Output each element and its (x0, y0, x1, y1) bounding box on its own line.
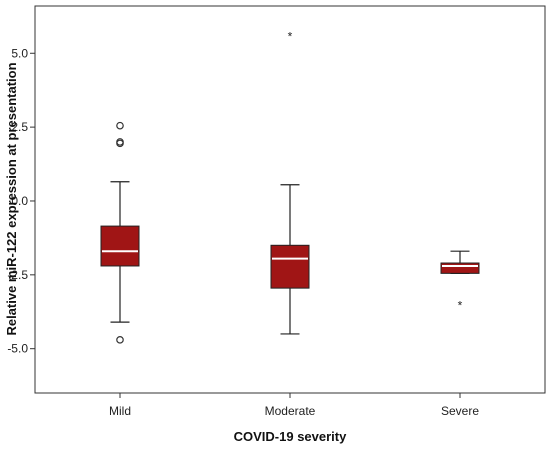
box-moderate: * (270, 30, 310, 335)
x-tick-label: Severe (441, 404, 479, 418)
y-tick-label: -2.5 (7, 268, 28, 282)
y-tick-label: 0.0 (11, 194, 28, 208)
y-tick-label: 5.0 (11, 46, 28, 60)
y-tick-label: 2.5 (11, 120, 28, 134)
outlier-point (116, 121, 124, 130)
y-tick-label: -5.0 (7, 342, 28, 356)
x-axis-title: COVID-19 severity (234, 429, 347, 444)
y-axis-title: Relative miR-122 expression at presentat… (4, 62, 19, 335)
outlier-point (116, 139, 124, 148)
box-mild (100, 121, 140, 344)
x-axis: Mild Moderate Severe (109, 393, 479, 418)
iqr-box (440, 262, 480, 274)
x-tick-label: Moderate (265, 404, 316, 418)
iqr-box (100, 225, 140, 267)
iqr-box (270, 244, 310, 289)
x-tick-label: Mild (109, 404, 131, 418)
y-axis: 5.0 2.5 0.0 -2.5 -5.0 (7, 46, 35, 356)
box-severe: * (440, 250, 480, 312)
extreme-outlier-point: * (288, 30, 293, 44)
outlier-point (116, 336, 124, 344)
box-group: ** (100, 30, 480, 344)
extreme-outlier-point: * (458, 298, 463, 312)
